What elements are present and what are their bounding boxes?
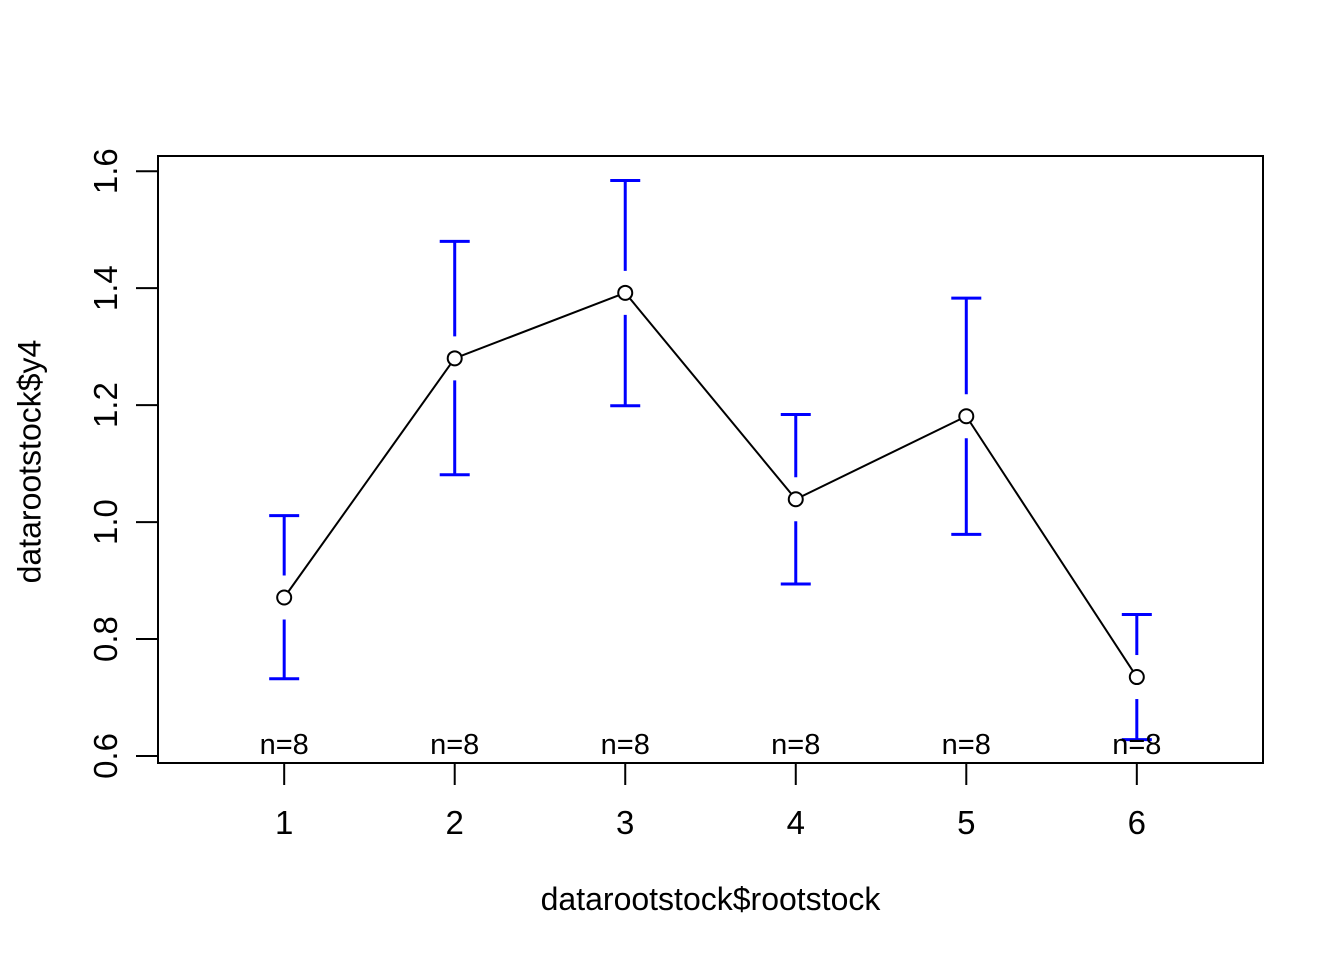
x-axis-tick-label: 4 (787, 804, 805, 841)
mean-point (1128, 669, 1145, 686)
count-label: n=8 (1112, 729, 1161, 761)
x-axis-tick-label: 3 (616, 804, 634, 841)
y-axis-tick-label: 1.4 (87, 265, 124, 311)
y-axis-tick-label: 0.6 (87, 733, 124, 779)
x-axis-tick-label: 6 (1128, 804, 1146, 841)
count-label: n=8 (260, 729, 309, 761)
mean-point (276, 589, 293, 606)
mean-point (617, 284, 634, 301)
x-axis-tick-label: 5 (957, 804, 975, 841)
y-axis-tick-label: 1.2 (87, 382, 124, 428)
x-axis-tick-label: 2 (446, 804, 464, 841)
y-axis-tick-label: 1.0 (87, 499, 124, 545)
y-axis-tick-label: 0.8 (87, 616, 124, 662)
mean-point (787, 491, 804, 508)
mean-point (958, 408, 975, 425)
mean-point (446, 350, 463, 367)
y-axis-tick-label: 1.6 (87, 148, 124, 194)
count-label: n=8 (601, 729, 650, 761)
count-label: n=8 (942, 729, 991, 761)
x-axis-tick-label: 1 (275, 804, 293, 841)
count-label: n=8 (771, 729, 820, 761)
count-label: n=8 (430, 729, 479, 761)
x-axis-title: datarootstock$rootstock (540, 881, 881, 917)
mean-line (283, 291, 1138, 678)
y-axis-title: datarootstock$y4 (11, 339, 48, 584)
plot-border (157, 155, 1264, 764)
